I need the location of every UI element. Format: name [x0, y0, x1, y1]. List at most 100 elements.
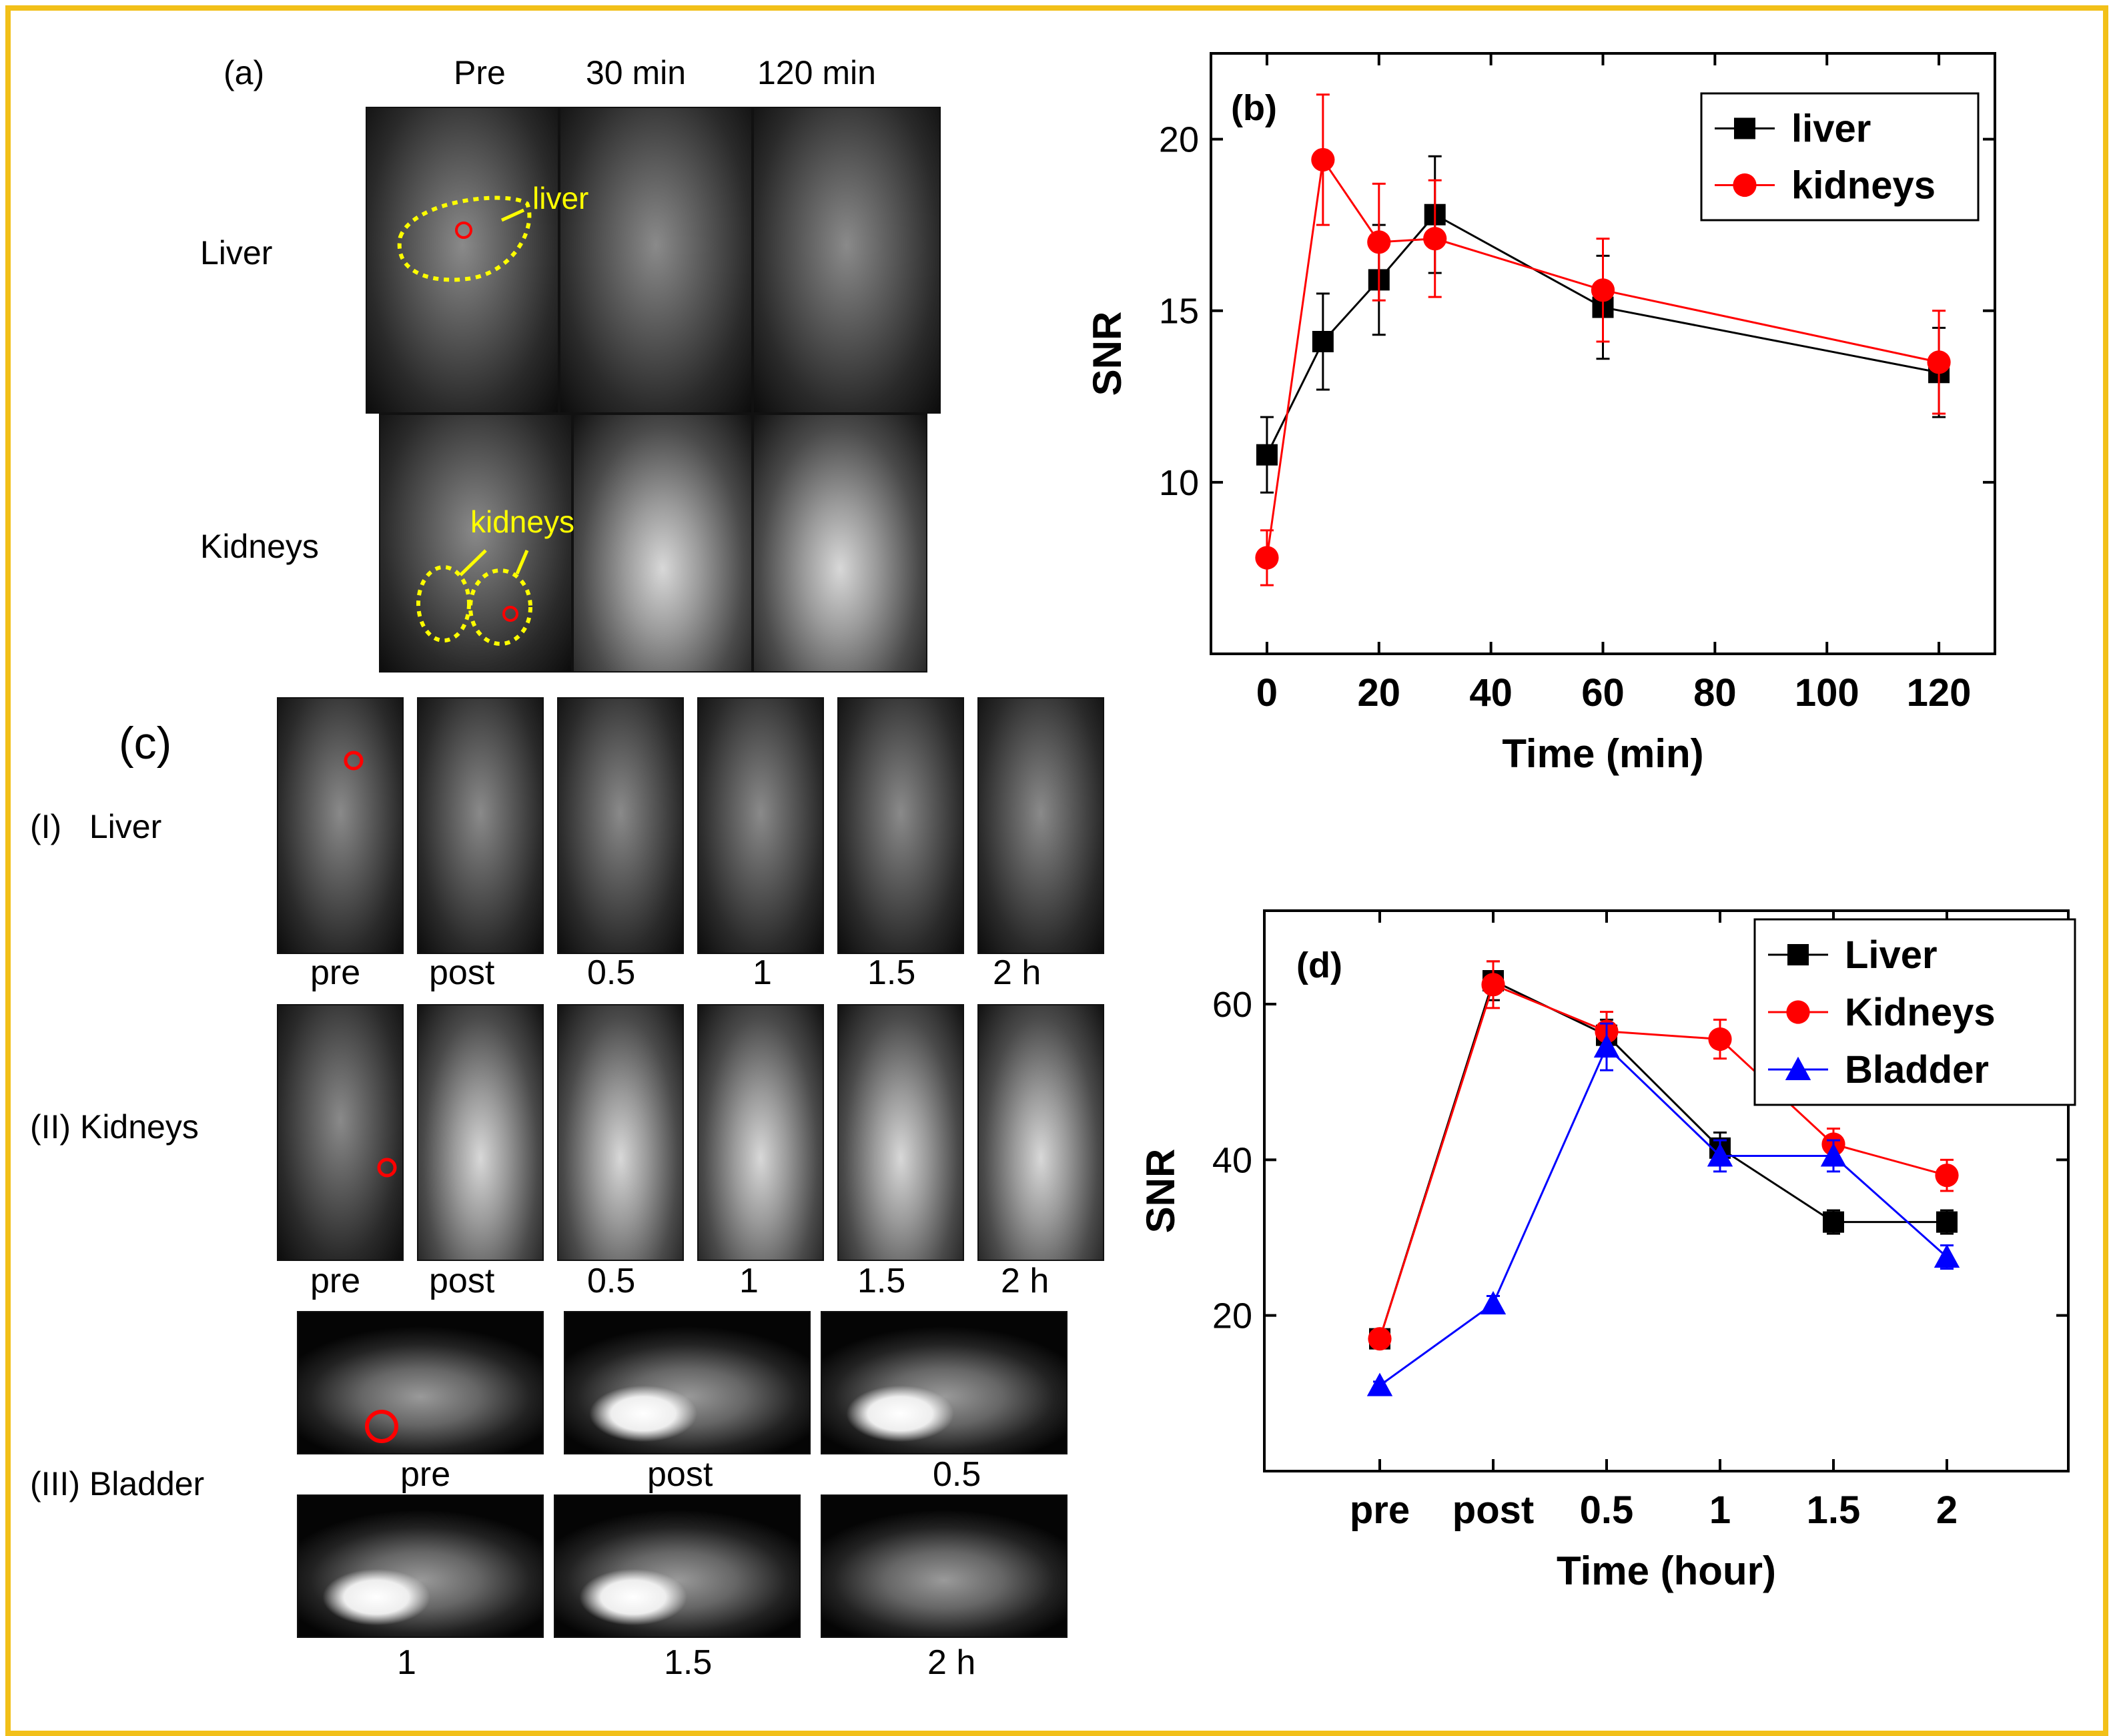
c-bladder-roi-marker	[365, 1410, 398, 1443]
mri-c-liver-post	[417, 697, 544, 954]
data-point-kidneys	[1367, 230, 1391, 254]
chart-d-panel-label: (d)	[1296, 945, 1342, 985]
mri-c-bladder-1-5	[554, 1494, 801, 1638]
y-tick-label: 20	[1212, 1296, 1252, 1336]
c-liver-time: 0.5	[587, 953, 636, 992]
legend-label-liver: Liver	[1845, 933, 1938, 977]
chart-d-ticks: pre post 0.5 1 1.5 2 20 40 60	[1212, 911, 2068, 1532]
chart-d-legend: Liver Kidneys Bladder	[1753, 918, 2076, 1106]
c-kidneys-time: 1	[739, 1262, 759, 1300]
c-bladder-time: 1	[397, 1643, 416, 1682]
chart-b-ylabel: SNR	[1085, 312, 1130, 396]
data-point-bladder	[1934, 1244, 1960, 1268]
panel-c-overlay	[344, 751, 398, 1443]
kidney-roi-marker	[502, 606, 518, 622]
y-tick-label: 40	[1212, 1140, 1252, 1180]
c-kidneys-time: 1.5	[857, 1262, 906, 1300]
chart-d-plot-frame	[1263, 909, 2070, 1472]
data-point-kidneys	[1255, 546, 1279, 570]
series-line-kidneys	[1266, 157, 1940, 558]
series-line-bladder	[1379, 1045, 1948, 1386]
figure-frame	[5, 5, 2108, 1736]
mri-c-liver-0-5	[557, 697, 684, 954]
legend-marker-liver	[1787, 944, 1809, 965]
mri-c-kidneys-post	[417, 1004, 544, 1261]
y-tick-label: 20	[1159, 120, 1199, 160]
kidney-arrow-right	[515, 550, 529, 574]
x-tick-label: 1	[1709, 1488, 1731, 1532]
liver-roi-marker	[455, 222, 472, 239]
data-point-bladder	[1820, 1143, 1847, 1167]
mri-c-liver-1	[697, 697, 824, 954]
x-tick-label: 20	[1358, 671, 1401, 715]
data-point-kidneys	[1481, 973, 1505, 997]
data-point-kidneys	[1311, 147, 1335, 172]
mri-c-kidneys-pre	[277, 1004, 404, 1261]
col-header-30min: 30 min	[586, 54, 687, 91]
c-liver-time: 1.5	[867, 953, 916, 992]
panel-c-label: (c)	[119, 718, 172, 769]
y-tick-label: 10	[1159, 463, 1199, 503]
series-line-liver	[1266, 213, 1940, 456]
chart-d-series	[1366, 960, 1960, 1396]
col-header-pre: Pre	[454, 54, 506, 91]
c-kidneys-time: pre	[310, 1262, 361, 1300]
data-point-bladder	[1593, 1033, 1620, 1058]
kidney-right-outline	[468, 568, 532, 646]
c-bladder-time: 0.5	[933, 1455, 981, 1494]
c-liver-time: 2 h	[993, 953, 1041, 992]
data-point-bladder	[1707, 1143, 1733, 1167]
legend-label-kidneys: Kidneys	[1845, 991, 1996, 1034]
chart-b-series	[1255, 93, 1951, 586]
data-point-liver	[1936, 1211, 1958, 1233]
data-point-bladder	[1480, 1290, 1507, 1315]
mri-c-kidneys-1	[697, 1004, 824, 1261]
chart-b-ticks: 0 20 40 60 80 100 120 10 15 20	[1159, 53, 1995, 715]
liver-annotation: liver	[532, 181, 589, 215]
y-tick-label: 60	[1212, 985, 1252, 1025]
legend-box	[1700, 92, 1980, 222]
chart-d-ylabel: SNR	[1138, 1149, 1183, 1234]
chart-d-xlabel: Time (hour)	[1557, 1549, 1776, 1593]
data-point-liver	[1256, 444, 1278, 466]
panel-a-label: (a)	[224, 54, 265, 91]
data-point-liver	[1823, 1211, 1844, 1233]
col-header-120min: 120 min	[757, 54, 876, 91]
c-bladder-time: post	[647, 1455, 713, 1494]
mri-c-kidneys-0-5	[557, 1004, 684, 1261]
row-label-kidneys: Kidneys	[200, 528, 319, 565]
mri-kidneys-pre	[379, 414, 572, 673]
legend-marker-bladder	[1785, 1056, 1811, 1080]
liver-outline	[397, 195, 532, 282]
mri-c-bladder-post	[564, 1311, 811, 1454]
data-point-kidneys	[1708, 1027, 1732, 1051]
chart-b-panel-label: (b)	[1231, 88, 1277, 128]
legend-marker-liver	[1734, 117, 1755, 139]
mri-kidneys-120min	[753, 414, 927, 673]
data-point-kidneys	[1591, 278, 1615, 302]
x-tick-label: 100	[1795, 671, 1859, 715]
legend-label-liver: liver	[1791, 107, 1871, 151]
x-tick-label: 0	[1256, 671, 1278, 715]
data-point-kidneys	[1935, 1164, 1959, 1188]
x-tick-label: 1.5	[1807, 1488, 1861, 1532]
x-tick-label: 0.5	[1580, 1488, 1634, 1532]
data-point-bladder	[1366, 1372, 1393, 1396]
mri-kidneys-30min	[572, 414, 753, 673]
mri-liver-120min	[753, 107, 941, 414]
mri-c-bladder-1	[297, 1494, 544, 1638]
mri-liver-30min	[559, 107, 753, 414]
x-tick-label: 60	[1581, 671, 1625, 715]
mri-c-bladder-0-5	[821, 1311, 1068, 1454]
x-tick-label: pre	[1350, 1488, 1410, 1532]
kidney-arrow-left	[459, 549, 487, 576]
x-tick-label: post	[1452, 1488, 1534, 1532]
c-liver-time: post	[429, 953, 495, 992]
mri-c-kidneys-2h	[977, 1004, 1104, 1261]
mri-c-bladder-2h	[821, 1494, 1068, 1638]
c-kidneys-time: 0.5	[587, 1262, 636, 1300]
c-liver-time: 1	[753, 953, 772, 992]
row-label-liver: Liver	[200, 234, 273, 272]
data-point-kidneys	[1927, 350, 1951, 374]
legend-marker-kidneys	[1786, 1000, 1810, 1024]
